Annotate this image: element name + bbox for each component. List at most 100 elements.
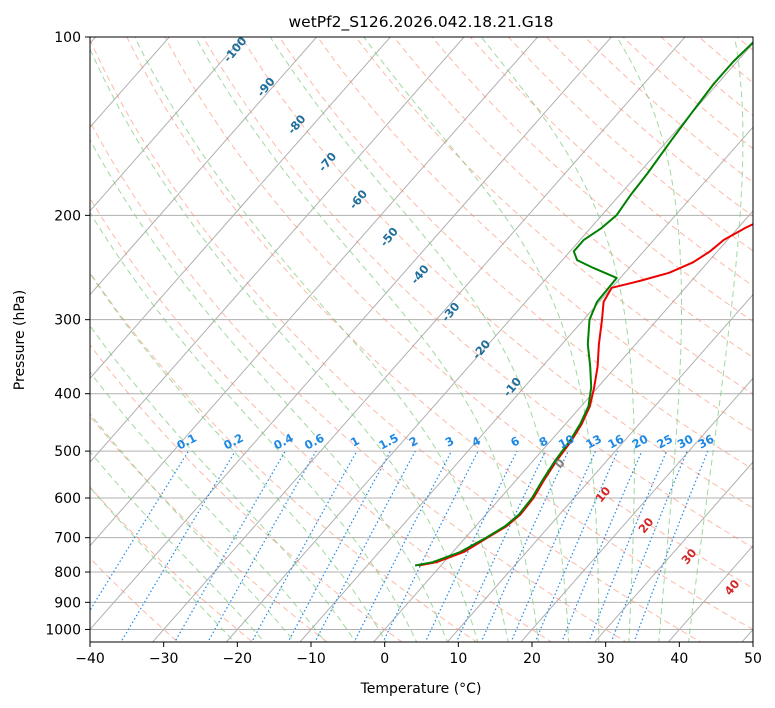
moist-adiabat-line xyxy=(90,138,448,642)
dry-adiabat-label: -60 xyxy=(346,187,370,212)
mixing-ratio-label: 2 xyxy=(407,434,421,450)
y-tick-label: 300 xyxy=(54,313,81,329)
moist-adiabat-label: 30 xyxy=(678,546,699,567)
isotherm-line xyxy=(90,37,318,296)
dry-adiabat-label: -70 xyxy=(315,149,339,174)
mixing-ratio-label: 36 xyxy=(696,432,717,452)
mixing-ratio-label: 30 xyxy=(675,432,696,452)
isotherm-line xyxy=(90,37,465,463)
dry-adiabat-line xyxy=(90,197,553,642)
dry-adiabat-label: -50 xyxy=(377,224,401,249)
isotherm-line xyxy=(151,37,686,642)
dry-adiabat-label: -40 xyxy=(408,262,432,287)
temperature-line xyxy=(418,223,753,567)
mixing-ratio-label: 10 xyxy=(556,432,577,452)
dry-adiabat-line xyxy=(317,37,753,432)
mixing-ratio-line xyxy=(424,450,518,642)
dry-adiabat-label: -10 xyxy=(500,374,524,399)
x-axis-label: Temperature (°C) xyxy=(360,681,482,697)
isotherm-line xyxy=(90,37,539,547)
isotherm-line xyxy=(667,545,753,642)
mixing-ratio-label: 1 xyxy=(348,434,362,450)
mixing-ratio-line xyxy=(174,450,286,642)
mixing-ratio-line xyxy=(534,450,619,642)
moist-adiabat-line xyxy=(194,37,540,642)
mixing-ratio-line xyxy=(382,450,479,642)
mixing-ratio-line xyxy=(90,450,190,612)
y-tick-label: 200 xyxy=(54,208,81,224)
mixing-ratio-line xyxy=(353,450,453,642)
y-axis-label: Pressure (hPa) xyxy=(12,290,28,390)
x-tick-label: 40 xyxy=(670,651,688,667)
moist-adiabat-line xyxy=(90,371,326,642)
x-tick-label: −30 xyxy=(149,651,179,667)
isotherm-line xyxy=(593,461,753,642)
isotherm-line xyxy=(90,37,392,380)
x-tick-label: 50 xyxy=(744,651,762,667)
moist-adiabat-line xyxy=(90,451,265,642)
mixing-ratio-label: 8 xyxy=(537,434,551,450)
dry-adiabat-label: -20 xyxy=(469,337,493,362)
mixing-ratio-label: 0.2 xyxy=(221,431,246,453)
mixing-ratio-label: 16 xyxy=(605,432,626,452)
dewpoint-line xyxy=(414,41,753,567)
dry-adiabat-label: -80 xyxy=(284,112,308,137)
moist-adiabat-line xyxy=(90,412,296,642)
x-tick-label: 20 xyxy=(523,651,541,667)
dry-adiabat-line xyxy=(660,37,753,117)
mixing-ratio-label: 25 xyxy=(654,432,675,452)
isotherm-line xyxy=(520,377,753,642)
mixing-ratio-line xyxy=(455,450,547,642)
dry-adiabat-line xyxy=(278,37,753,471)
mixing-ratio-line xyxy=(251,450,358,642)
y-tick-label: 1000 xyxy=(45,622,81,638)
mixing-ratio-label: 13 xyxy=(583,432,604,452)
mixing-ratio-line xyxy=(287,450,392,642)
dry-adiabat-line xyxy=(469,37,753,287)
mixing-ratio-label: 6 xyxy=(508,434,522,450)
x-tick-label: −40 xyxy=(75,651,105,667)
dry-adiabat-line xyxy=(583,37,753,183)
isotherm-line xyxy=(372,210,753,642)
mixing-ratio-label: 0.1 xyxy=(174,431,199,453)
mixing-ratio-line xyxy=(207,450,317,642)
y-tick-label: 500 xyxy=(54,444,81,460)
moist-adiabat-line xyxy=(90,325,357,642)
moist-adiabat-line xyxy=(688,37,744,642)
axes: −40 −30 −20 −10 0 10 20 30 40 5010020030040050060… xyxy=(45,30,762,667)
dry-adiabat-line xyxy=(202,37,753,549)
y-tick-label: 700 xyxy=(54,531,81,547)
mixing-ratio-line xyxy=(633,450,709,642)
dry-adiabat-line xyxy=(164,37,753,589)
line-labels: 0.1 0.2 0.4 0.6 1 1.5 2 3 4 6 8 10 13 16 20 25 30 36-100-… xyxy=(174,37,742,598)
dry-adiabat-label: -30 xyxy=(438,299,462,324)
series-group xyxy=(414,41,753,567)
mixing-ratio-line xyxy=(120,450,236,642)
moist-adiabat-line xyxy=(616,37,682,642)
dry-adiabat-label: -90 xyxy=(254,74,278,99)
plot-frame xyxy=(89,36,754,643)
y-tick-label: 600 xyxy=(54,491,81,507)
isotherm-line xyxy=(90,37,171,128)
chart-grid xyxy=(90,37,753,642)
moist-adiabat-label: 0 xyxy=(552,456,568,471)
moist-adiabat-line xyxy=(90,211,418,642)
moist-adiabat-line xyxy=(134,37,509,642)
isotherm-line xyxy=(299,126,753,642)
dry-adiabat-line xyxy=(90,557,179,642)
moist-adiabat-line xyxy=(90,486,235,642)
x-tick-label: 30 xyxy=(597,651,615,667)
mixing-ratio-line xyxy=(510,450,597,642)
dry-adiabat-line xyxy=(355,37,753,395)
mixing-ratio-label: 3 xyxy=(443,434,457,450)
moist-adiabat-line xyxy=(480,37,635,642)
moist-adiabat-line xyxy=(269,37,570,642)
dry-adiabat-line xyxy=(507,37,753,252)
y-tick-label: 400 xyxy=(54,387,81,403)
moist-adiabat-label: 10 xyxy=(592,484,613,505)
dry-adiabat-line xyxy=(90,344,403,642)
y-tick-label: 800 xyxy=(54,565,81,581)
isotherm-line xyxy=(90,37,613,631)
mixing-ratio-line xyxy=(588,450,668,642)
